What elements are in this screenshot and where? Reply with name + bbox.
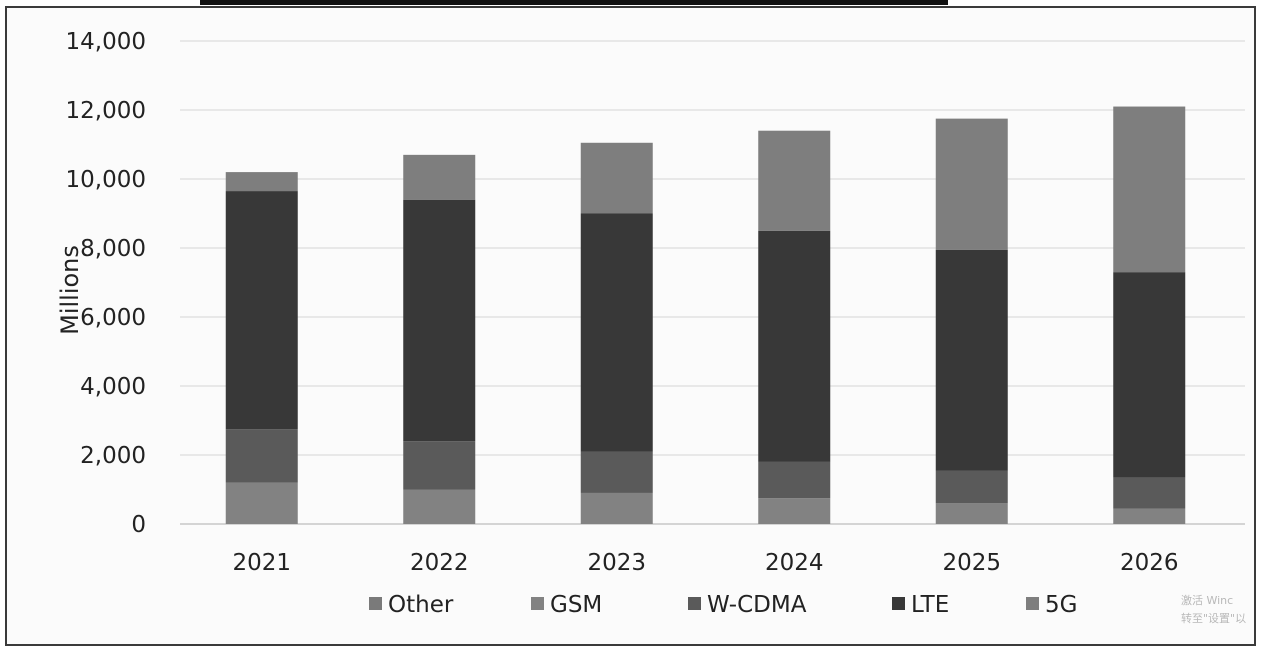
- bar-segment-5g: [580, 142, 653, 214]
- bar-segment-w-cdma: [1113, 477, 1186, 509]
- watermark-line-1: 激活 Winc: [1181, 593, 1233, 607]
- legend-label: 5G: [1045, 592, 1077, 618]
- y-tick-label: 12,000: [66, 98, 146, 124]
- bar-segment-gsm: [1113, 508, 1186, 524]
- legend-label: Other: [388, 592, 454, 618]
- bars: [225, 106, 1186, 524]
- bar-segment-w-cdma: [403, 441, 476, 490]
- legend-label: GSM: [550, 592, 602, 618]
- bar-segment-5g: [403, 154, 476, 200]
- bar-segment-gsm: [225, 482, 298, 524]
- x-tick-label: 2022: [410, 550, 469, 576]
- x-tick-labels: 2021 2022 2023 2024 2025 2026: [232, 550, 1178, 576]
- y-tick-labels: 0 2,000 4,000 6,000 8,000 10,000 12,000 14,000: [66, 29, 146, 538]
- bar-segment-w-cdma: [225, 429, 298, 483]
- bar-segment-lte: [935, 249, 1008, 471]
- legend-swatch: [688, 597, 701, 610]
- legend-swatch: [1026, 597, 1039, 610]
- y-tick-label: 14,000: [66, 29, 146, 55]
- bar-segment-5g: [225, 172, 298, 192]
- x-tick-label: 2021: [232, 550, 291, 576]
- bar-segment-gsm: [758, 498, 831, 524]
- bar-segment-5g: [758, 130, 831, 231]
- x-tick-label: 2025: [942, 550, 1001, 576]
- bar-segment-lte: [1113, 272, 1186, 478]
- x-tick-label: 2026: [1120, 550, 1179, 576]
- bar-segment-gsm: [580, 492, 653, 524]
- legend-swatch: [892, 597, 905, 610]
- bar-segment-lte: [403, 199, 476, 442]
- bar-segment-5g: [1113, 106, 1186, 273]
- bar-segment-gsm: [403, 489, 476, 524]
- gridlines: [180, 40, 1245, 525]
- y-axis-label: Millions: [56, 245, 84, 335]
- bar-segment-lte: [225, 191, 298, 430]
- watermark-line-2: 转至"设置"以: [1181, 611, 1246, 625]
- bar-segment-w-cdma: [580, 451, 653, 493]
- x-tick-label: 2024: [765, 550, 824, 576]
- y-tick-label: 6,000: [80, 305, 146, 331]
- legend-label: LTE: [911, 592, 949, 618]
- y-tick-label: 10,000: [66, 167, 146, 193]
- bar-segment-lte: [580, 213, 653, 452]
- bar-segment-lte: [758, 230, 831, 462]
- legend-swatch: [531, 597, 544, 610]
- y-tick-label: 2,000: [80, 443, 146, 469]
- top-border-bar: [200, 0, 948, 5]
- y-tick-label: 8,000: [80, 236, 146, 262]
- y-tick-label: 4,000: [80, 374, 146, 400]
- bar-segment-w-cdma: [935, 470, 1008, 504]
- bar-segment-gsm: [935, 503, 1008, 524]
- x-tick-label: 2023: [587, 550, 646, 576]
- bar-segment-w-cdma: [758, 461, 831, 499]
- y-tick-label: 0: [131, 512, 146, 538]
- bar-segment-5g: [935, 118, 1008, 250]
- legend: Other GSM W-CDMA LTE 5G: [369, 592, 1077, 618]
- legend-label: W-CDMA: [707, 592, 807, 618]
- legend-swatch: [369, 597, 382, 610]
